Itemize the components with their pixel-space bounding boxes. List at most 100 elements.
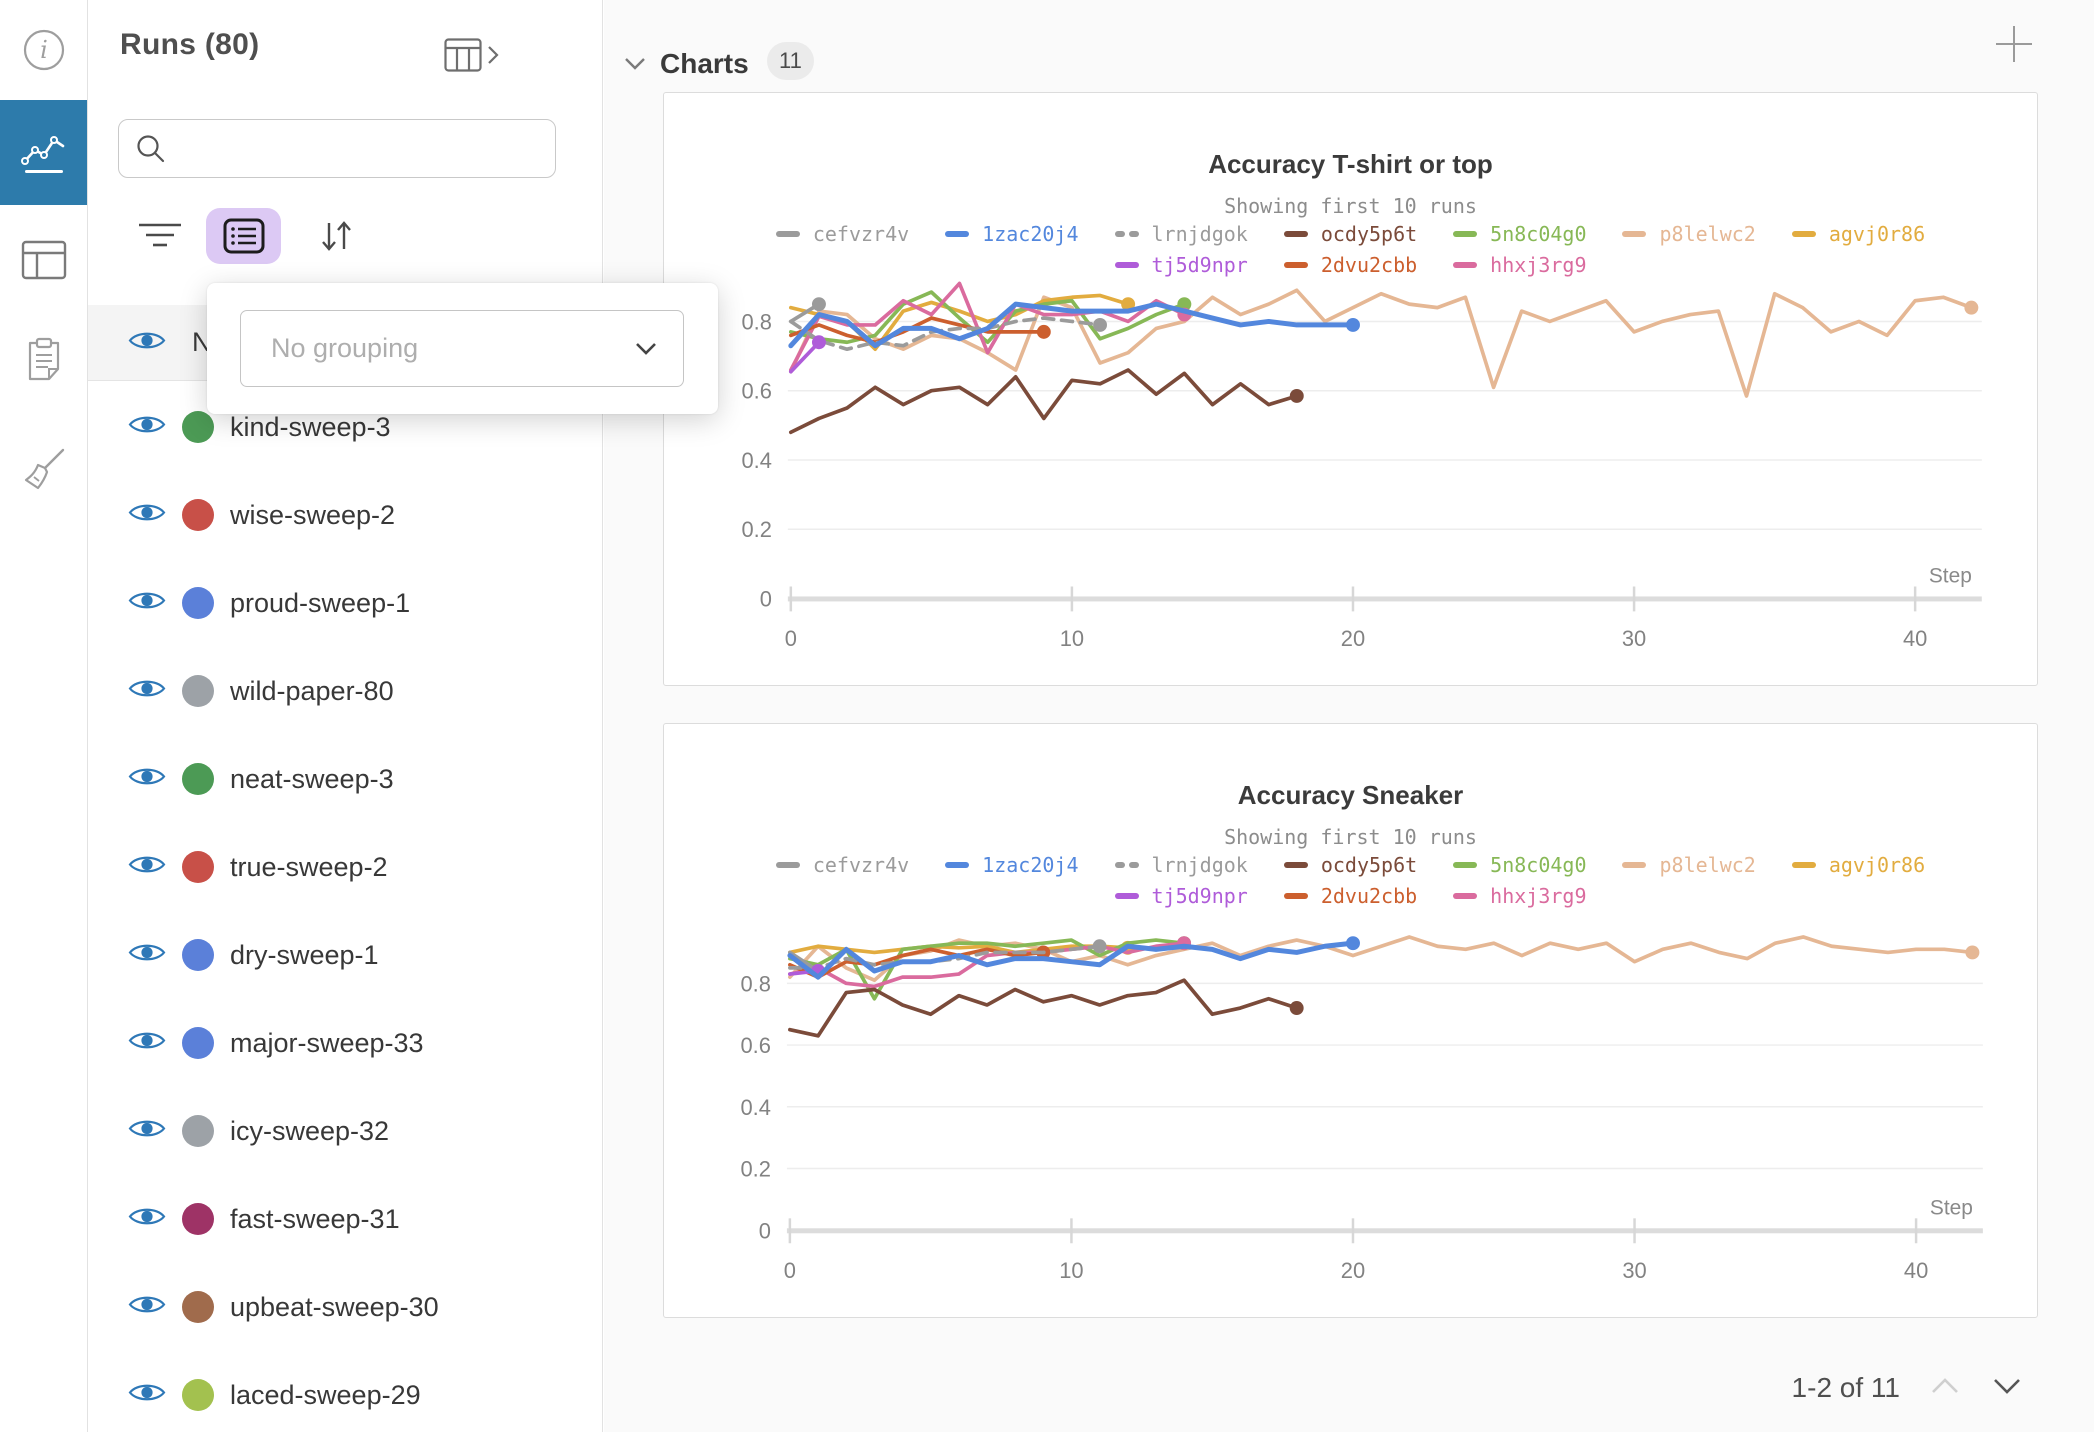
svg-text:0.8: 0.8 <box>742 309 772 334</box>
legend-entry[interactable]: lrnjdgok <box>1114 853 1248 877</box>
legend-swatch <box>775 231 800 237</box>
sidebar-item-charts-workspace[interactable] <box>0 100 87 205</box>
legend-run-id: hhxj3rg9 <box>1490 253 1587 277</box>
search-input[interactable] <box>177 134 517 163</box>
svg-text:0.4: 0.4 <box>741 1095 771 1120</box>
legend-entry[interactable]: p8lelwc2 <box>1622 222 1756 246</box>
legend-entry[interactable]: ocdy5p6t <box>1283 222 1417 246</box>
charts-count-badge: 11 <box>767 42 814 80</box>
pagination-prev-chevron-up-icon[interactable] <box>1928 1375 1962 1402</box>
legend-entry[interactable]: 5n8c04g0 <box>1453 853 1586 877</box>
svg-text:20: 20 <box>1341 626 1365 651</box>
run-row[interactable]: laced-sweep-29 <box>88 1351 602 1432</box>
legend-entry[interactable]: agvj0r86 <box>1791 222 1925 246</box>
line-chart-icon <box>20 135 64 173</box>
legend-swatch <box>1453 893 1478 899</box>
pagination: 1-2 of 11 <box>1792 1372 2024 1404</box>
run-visibility-eye-icon[interactable] <box>128 852 166 882</box>
sort-button[interactable] <box>310 210 362 262</box>
legend-entry[interactable]: p8lelwc2 <box>1622 853 1756 877</box>
legend-swatch <box>1114 231 1139 237</box>
legend-entry[interactable]: ocdy5p6t <box>1283 853 1417 877</box>
icon-rail: i <box>0 0 88 1432</box>
svg-text:0: 0 <box>760 586 772 611</box>
run-row[interactable]: wild-paper-80 <box>88 647 602 735</box>
toggle-all-visibility-eye-icon[interactable] <box>128 328 166 358</box>
run-visibility-eye-icon[interactable] <box>128 500 166 530</box>
runs-panel-title: Runs (80) <box>120 28 260 61</box>
svg-text:0.6: 0.6 <box>741 1033 771 1058</box>
legend-entry[interactable]: 5n8c04g0 <box>1453 222 1586 246</box>
eye-icon <box>128 1384 166 1401</box>
info-icon[interactable]: i <box>0 28 87 72</box>
add-panel-button[interactable] <box>1992 22 2036 66</box>
legend-entry[interactable]: cefvzr4v <box>775 222 909 246</box>
legend-run-id: 5n8c04g0 <box>1490 222 1587 246</box>
run-visibility-eye-icon[interactable] <box>128 764 166 794</box>
run-color-dot <box>182 1115 214 1147</box>
run-visibility-eye-icon[interactable] <box>128 588 166 618</box>
section-collapse-chevron-down-icon[interactable] <box>622 54 648 79</box>
run-color-dot <box>182 763 214 795</box>
sidebar-item-table[interactable] <box>0 238 87 282</box>
legend-entry[interactable]: 2dvu2cbb <box>1283 884 1417 908</box>
legend-swatch <box>1622 862 1647 868</box>
group-list-icon <box>223 218 264 254</box>
run-row[interactable]: kind-sweep-3 <box>88 383 602 471</box>
run-color-dot <box>182 1379 214 1411</box>
legend-run-id: 1zac20j4 <box>982 853 1079 877</box>
charts-section-header: Charts 11 <box>604 0 2094 92</box>
legend-entry[interactable]: tj5d9npr <box>1114 253 1248 277</box>
run-row[interactable]: icy-sweep-32 <box>88 1087 602 1175</box>
legend-swatch <box>1453 231 1478 237</box>
runs-search-box[interactable] <box>118 119 556 178</box>
run-visibility-eye-icon[interactable] <box>128 1116 166 1146</box>
chevron-right-icon <box>488 46 499 64</box>
sidebar-item-sweeps[interactable] <box>0 444 87 494</box>
run-row[interactable]: fast-sweep-31 <box>88 1175 602 1263</box>
group-button[interactable] <box>206 208 281 264</box>
runs-list: kind-sweep-3 wise-sweep-2 proud-sweep-1 wil… <box>88 383 602 1432</box>
sidebar-item-notes[interactable] <box>0 336 87 386</box>
legend-entry[interactable]: lrnjdgok <box>1114 222 1248 246</box>
legend-entry[interactable]: tj5d9npr <box>1114 884 1248 908</box>
run-row[interactable]: true-sweep-2 <box>88 823 602 911</box>
run-row[interactable]: major-sweep-33 <box>88 999 602 1087</box>
legend-entry[interactable]: cefvzr4v <box>775 853 910 877</box>
legend-run-id: cefvzr4v <box>812 853 910 877</box>
legend-entry[interactable]: agvj0r86 <box>1791 853 1925 877</box>
grouping-select[interactable]: No grouping <box>240 310 684 387</box>
run-visibility-eye-icon[interactable] <box>128 676 166 706</box>
chart-panel-accuracy-sneaker[interactable]: Accuracy Sneaker Showing first 10 runs c… <box>663 723 2038 1318</box>
svg-text:0.6: 0.6 <box>742 379 772 404</box>
run-row[interactable]: neat-sweep-3 <box>88 735 602 823</box>
run-visibility-eye-icon[interactable] <box>128 1380 166 1410</box>
filter-button[interactable] <box>132 212 188 260</box>
run-color-dot <box>182 587 214 619</box>
runs-table-expand-button[interactable] <box>444 38 500 72</box>
run-row[interactable]: upbeat-sweep-30 <box>88 1263 602 1351</box>
legend-swatch <box>1114 862 1139 868</box>
pagination-next-chevron-down-icon[interactable] <box>1990 1375 2024 1402</box>
legend-entry[interactable]: 1zac20j4 <box>945 853 1079 877</box>
legend-entry[interactable]: 2dvu2cbb <box>1283 253 1417 277</box>
legend-entry[interactable]: hhxj3rg9 <box>1453 253 1586 277</box>
run-row[interactable]: wise-sweep-2 <box>88 471 602 559</box>
run-row[interactable]: dry-sweep-1 <box>88 911 602 999</box>
eye-icon <box>128 504 166 521</box>
legend-entry[interactable]: 1zac20j4 <box>945 222 1079 246</box>
run-visibility-eye-icon[interactable] <box>128 1028 166 1058</box>
plus-icon <box>1996 26 2032 62</box>
run-visibility-eye-icon[interactable] <box>128 1204 166 1234</box>
legend-entry[interactable]: hhxj3rg9 <box>1453 884 1586 908</box>
run-row[interactable]: proud-sweep-1 <box>88 559 602 647</box>
clipboard-icon <box>28 337 59 381</box>
grouping-popup: No grouping <box>207 283 718 414</box>
run-visibility-eye-icon[interactable] <box>128 1292 166 1322</box>
run-name: laced-sweep-29 <box>230 1379 421 1410</box>
legend-run-id: lrnjdgok <box>1151 853 1248 877</box>
run-visibility-eye-icon[interactable] <box>128 412 166 442</box>
chart-panel-accuracy-tshirt[interactable]: Accuracy T-shirt or top Showing first 10… <box>663 92 2038 686</box>
run-visibility-eye-icon[interactable] <box>128 940 166 970</box>
run-color-dot <box>182 499 214 531</box>
